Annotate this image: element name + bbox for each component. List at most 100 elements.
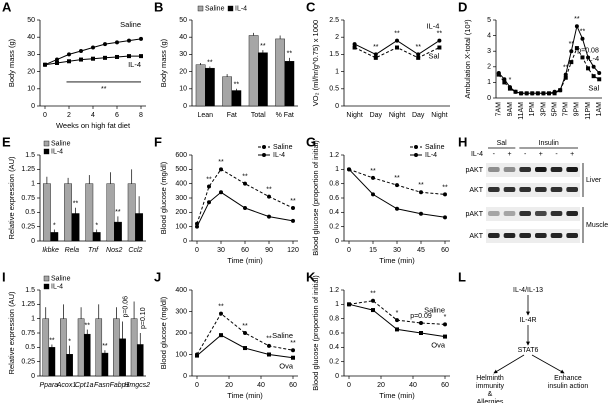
- x-tick-label: 15: [369, 247, 377, 254]
- blot-strip: [486, 183, 580, 197]
- significance: **: [394, 30, 400, 37]
- bar: [130, 318, 138, 377]
- y-tick-label: 0: [31, 238, 35, 245]
- y-tick-label: 100: [175, 224, 187, 231]
- line: [196, 191, 294, 227]
- x-tick-label: 45: [417, 247, 425, 254]
- x-tick-label: Ccl2: [128, 247, 142, 254]
- lane-label: +: [507, 151, 511, 158]
- marker: [437, 38, 442, 43]
- marker: [352, 42, 357, 47]
- marker: [416, 52, 421, 57]
- marker: [352, 45, 357, 50]
- y-tick-label: 5: [487, 17, 491, 24]
- marker: [591, 74, 596, 79]
- x-tick-label: 30: [393, 247, 401, 254]
- y-tick-label: 1.5: [329, 51, 339, 58]
- node-label: IL-4R: [519, 317, 536, 324]
- blot-strip: [486, 163, 580, 177]
- marker: [79, 48, 83, 53]
- y-tick-label: 0.5: [25, 344, 35, 351]
- y-axis-label: Blood glucose (proportion of initial): [311, 275, 320, 391]
- y-tick-label: 1.5: [25, 152, 35, 159]
- significance: *: [396, 310, 399, 317]
- marker: [347, 167, 351, 172]
- blot-band: [519, 187, 531, 192]
- bar: [119, 338, 126, 377]
- y-tick-label: 0: [335, 373, 339, 380]
- x-tick-label: 20: [377, 382, 385, 389]
- marker: [507, 86, 512, 91]
- marker: [541, 91, 546, 96]
- x-tick-label: Ikbke: [42, 247, 59, 254]
- x-tick-label: 8: [139, 112, 143, 119]
- y-tick-label: 0.2: [329, 359, 339, 366]
- bar: [231, 90, 242, 107]
- marker: [219, 311, 223, 316]
- marker: [103, 42, 107, 47]
- panel-letter: I: [2, 269, 6, 284]
- x-tick-label: 0: [43, 112, 47, 119]
- marker: [219, 333, 223, 338]
- marker: [67, 59, 71, 64]
- y-tick-label: 500: [175, 166, 187, 173]
- marker: [219, 167, 223, 172]
- significance: **: [49, 337, 55, 344]
- marker: [586, 55, 591, 60]
- y-tick-label: 200: [175, 330, 187, 337]
- significance: **: [437, 30, 443, 37]
- marker: [55, 57, 59, 62]
- y-tick-label: 1: [335, 301, 339, 308]
- marker: [207, 200, 211, 205]
- marker: [243, 346, 247, 351]
- significance: **: [73, 201, 79, 208]
- y-axis-label: Blood glucose (mg/dl): [159, 296, 168, 369]
- marker: [580, 36, 585, 41]
- y-tick-label: 0: [335, 103, 339, 110]
- significance: **: [580, 29, 586, 36]
- series-label: Sal: [588, 83, 599, 92]
- legend-marker: [262, 153, 266, 157]
- panel-letter: H: [458, 134, 467, 149]
- marker: [437, 45, 442, 50]
- marker: [569, 49, 574, 54]
- marker: [569, 60, 574, 65]
- marker: [419, 211, 423, 216]
- marker: [443, 192, 447, 197]
- marker: [563, 75, 568, 80]
- blot-band: [488, 233, 500, 238]
- marker: [547, 91, 551, 96]
- bar: [48, 347, 56, 377]
- x-tick-label: 0: [195, 382, 199, 389]
- x-tick-label: Rela: [65, 247, 80, 254]
- x-tick-label: 60: [289, 382, 297, 389]
- y-tick-label: 400: [175, 181, 187, 188]
- significance: *: [95, 222, 98, 229]
- x-axis-label: Time (min): [227, 256, 263, 265]
- row-label: AKT: [469, 233, 483, 240]
- blot-band: [566, 167, 578, 172]
- marker: [395, 183, 399, 188]
- y-tick-label: 20: [27, 68, 35, 75]
- bar: [60, 318, 67, 377]
- series-label: IL-4: [586, 54, 599, 63]
- x-tick-label: Total: [251, 112, 266, 119]
- y-axis-label: VO₂ (ml/hr/g^0.75) x 1000: [311, 20, 320, 106]
- line: [498, 46, 600, 94]
- y-tick-label: 1.25: [21, 166, 35, 173]
- significance: **: [415, 44, 421, 51]
- marker: [267, 214, 271, 219]
- marker: [267, 343, 271, 348]
- blot-band: [503, 167, 516, 172]
- x-tick-label: Tnf: [88, 247, 99, 254]
- y-tick-label: 0.6: [329, 195, 339, 202]
- marker: [419, 331, 423, 335]
- marker: [219, 190, 223, 195]
- line: [196, 312, 294, 355]
- x-tick-label: 0: [195, 247, 199, 254]
- marker: [419, 320, 423, 325]
- panel-letter: G: [306, 134, 316, 149]
- bar: [85, 183, 94, 242]
- y-tick-label: 0.25: [21, 359, 35, 366]
